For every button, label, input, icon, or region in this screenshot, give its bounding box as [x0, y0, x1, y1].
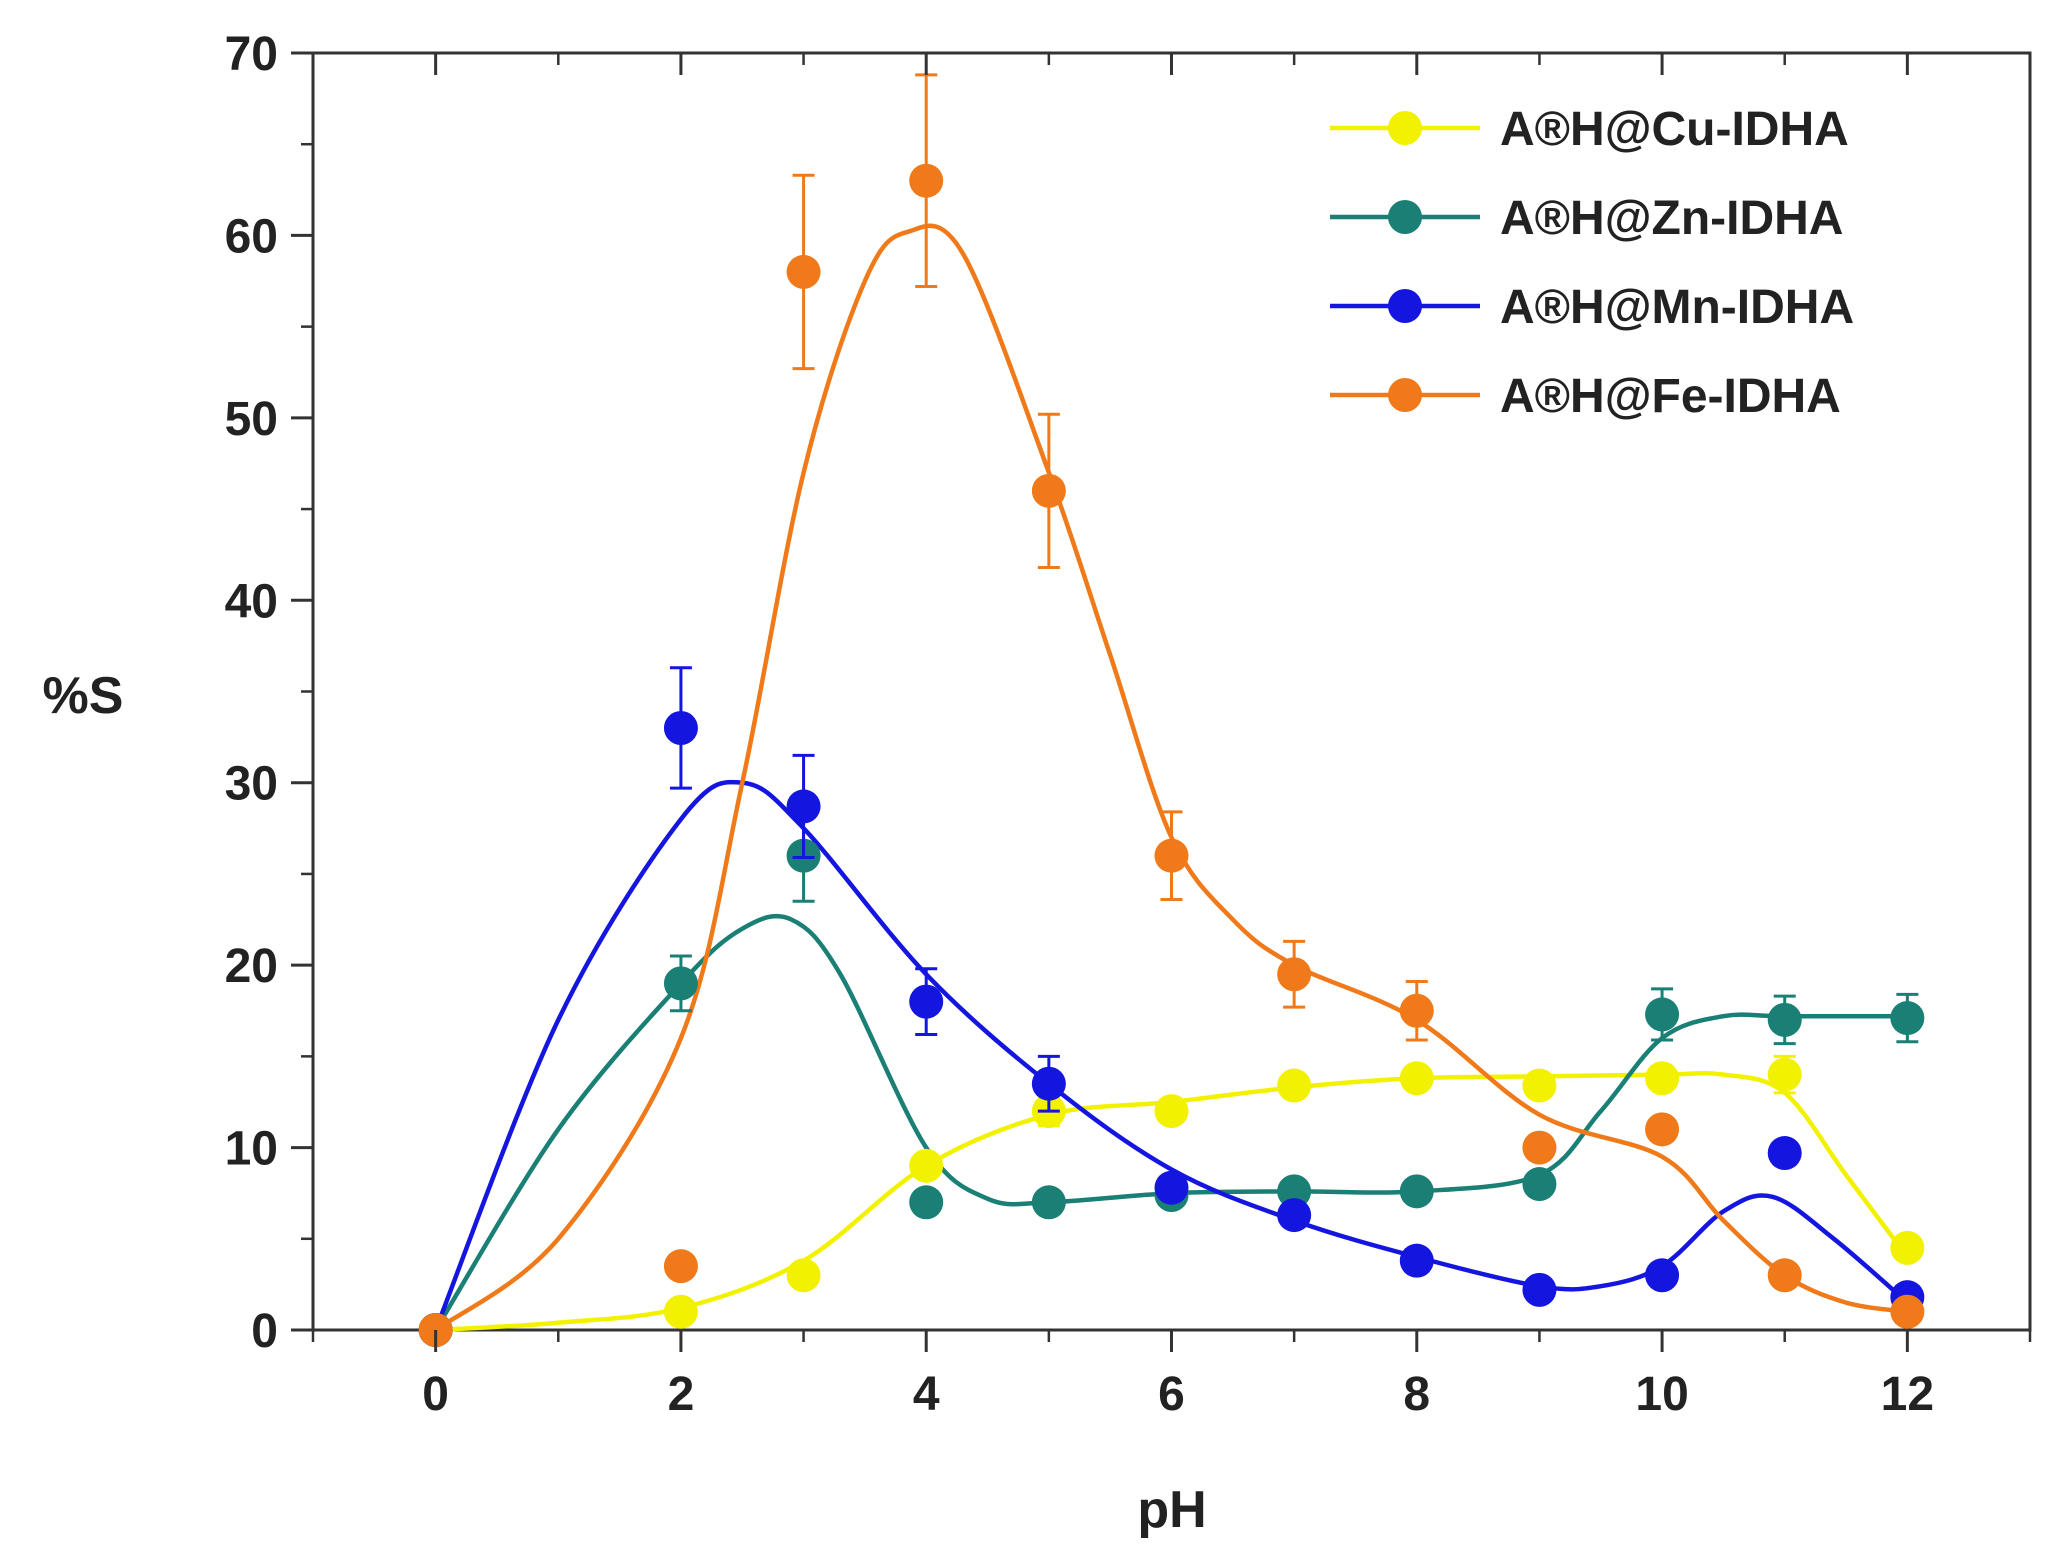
legend-label-a-h-mn-idha: A®H@Mn-IDHA [1500, 281, 1854, 334]
y-tick-label: 50 [225, 393, 278, 446]
data-point-a-h-cu-idha [1277, 1068, 1312, 1103]
data-point-a-h-cu-idha [1645, 1061, 1680, 1096]
curve-a-h-cu-idha [435, 1070, 1910, 1333]
data-point-a-h-mn-idha [1399, 1243, 1434, 1278]
legend-marker-a-h-fe-idha [1388, 378, 1422, 412]
data-point-a-h-fe-idha [1277, 957, 1312, 992]
legend-label-a-h-fe-idha: A®H@Fe-IDHA [1500, 370, 1841, 423]
legend-label-a-h-cu-idha: A®H@Cu-IDHA [1500, 103, 1849, 156]
legend-marker-a-h-cu-idha [1388, 111, 1422, 145]
curve-a-h-mn-idha [433, 779, 1909, 1331]
y-tick-label: 70 [225, 28, 278, 81]
data-point-a-h-fe-idha [1399, 993, 1434, 1028]
data-point-a-h-cu-idha [1767, 1057, 1802, 1092]
data-point-a-h-mn-idha [1522, 1272, 1557, 1307]
x-tick-label: 6 [1158, 1368, 1185, 1421]
data-point-a-h-zn-idha [1031, 1185, 1066, 1220]
data-point-a-h-fe-idha [1890, 1294, 1925, 1329]
legend-marker-a-h-zn-idha [1388, 200, 1422, 234]
data-point-a-h-zn-idha [663, 966, 698, 1001]
data-point-a-h-fe-idha [1645, 1112, 1680, 1147]
data-point-a-h-zn-idha [1277, 1174, 1312, 1209]
y-tick-label: 0 [251, 1305, 278, 1358]
x-axis-label: pH [1137, 1481, 1206, 1539]
data-point-a-h-mn-idha [1031, 1066, 1066, 1101]
data-point-a-h-cu-idha [1522, 1068, 1557, 1103]
data-point-a-h-fe-idha [1767, 1258, 1802, 1293]
data-point-a-h-mn-idha [909, 984, 944, 1019]
y-tick-label: 10 [225, 1123, 278, 1176]
data-point-a-h-cu-idha [663, 1294, 698, 1329]
x-tick-label: 0 [422, 1368, 449, 1421]
data-point-a-h-fe-idha [786, 254, 821, 289]
x-axis: 0 2 4 6 8 10 12 [311, 53, 2032, 1421]
data-point-a-h-cu-idha [1890, 1230, 1925, 1265]
y-tick-label: 60 [225, 210, 278, 263]
data-point-a-h-zn-idha [1890, 1001, 1925, 1036]
legend-label-a-h-zn-idha: A®H@Zn-IDHA [1500, 192, 1843, 245]
data-point-a-h-zn-idha [909, 1185, 944, 1220]
data-point-a-h-cu-idha [786, 1258, 821, 1293]
curve-a-h-fe-idha [434, 223, 1908, 1332]
data-point-a-h-zn-idha [1522, 1167, 1557, 1202]
data-point-a-h-zn-idha [1399, 1174, 1434, 1209]
data-point-a-h-mn-idha [1767, 1136, 1802, 1171]
legend-marker-a-h-mn-idha [1388, 289, 1422, 323]
y-tick-label: 40 [225, 575, 278, 628]
curve-a-h-zn-idha [433, 913, 1908, 1332]
series-markers [418, 73, 1925, 1347]
data-point-a-h-cu-idha [909, 1148, 944, 1183]
data-point-a-h-mn-idha [1154, 1170, 1189, 1205]
x-tick-label: 2 [668, 1368, 695, 1421]
data-point-a-h-zn-idha [1645, 997, 1680, 1032]
data-point-a-h-mn-idha [1645, 1258, 1680, 1293]
data-point-a-h-fe-idha [1031, 473, 1066, 508]
data-point-a-h-fe-idha [1154, 838, 1189, 873]
legend: A®H@Cu-IDHA A®H@Zn-IDHA A®H@Mn-IDHA A®H@Fe-… [1330, 103, 1854, 423]
series-curves [433, 223, 1910, 1333]
x-tick-label: 10 [1635, 1368, 1688, 1421]
y-tick-label: 20 [225, 940, 278, 993]
data-point-a-h-mn-idha [786, 789, 821, 824]
x-tick-label: 4 [913, 1368, 940, 1421]
data-point-a-h-cu-idha [1399, 1061, 1434, 1096]
data-point-a-h-fe-idha [1522, 1130, 1557, 1165]
data-point-a-h-zn-idha [1767, 1002, 1802, 1037]
x-tick-label: 8 [1403, 1368, 1430, 1421]
y-axis: 0 10 20 30 40 50 60 70 [225, 28, 313, 1358]
data-point-a-h-fe-idha [909, 163, 944, 198]
y-axis-label: %S [43, 667, 124, 725]
data-point-a-h-fe-idha [663, 1249, 698, 1284]
y-tick-label: 30 [225, 758, 278, 811]
data-point-a-h-cu-idha [1154, 1094, 1189, 1129]
x-tick-label: 12 [1881, 1368, 1934, 1421]
data-point-a-h-mn-idha [663, 710, 698, 745]
data-point-a-h-mn-idha [1277, 1198, 1312, 1233]
